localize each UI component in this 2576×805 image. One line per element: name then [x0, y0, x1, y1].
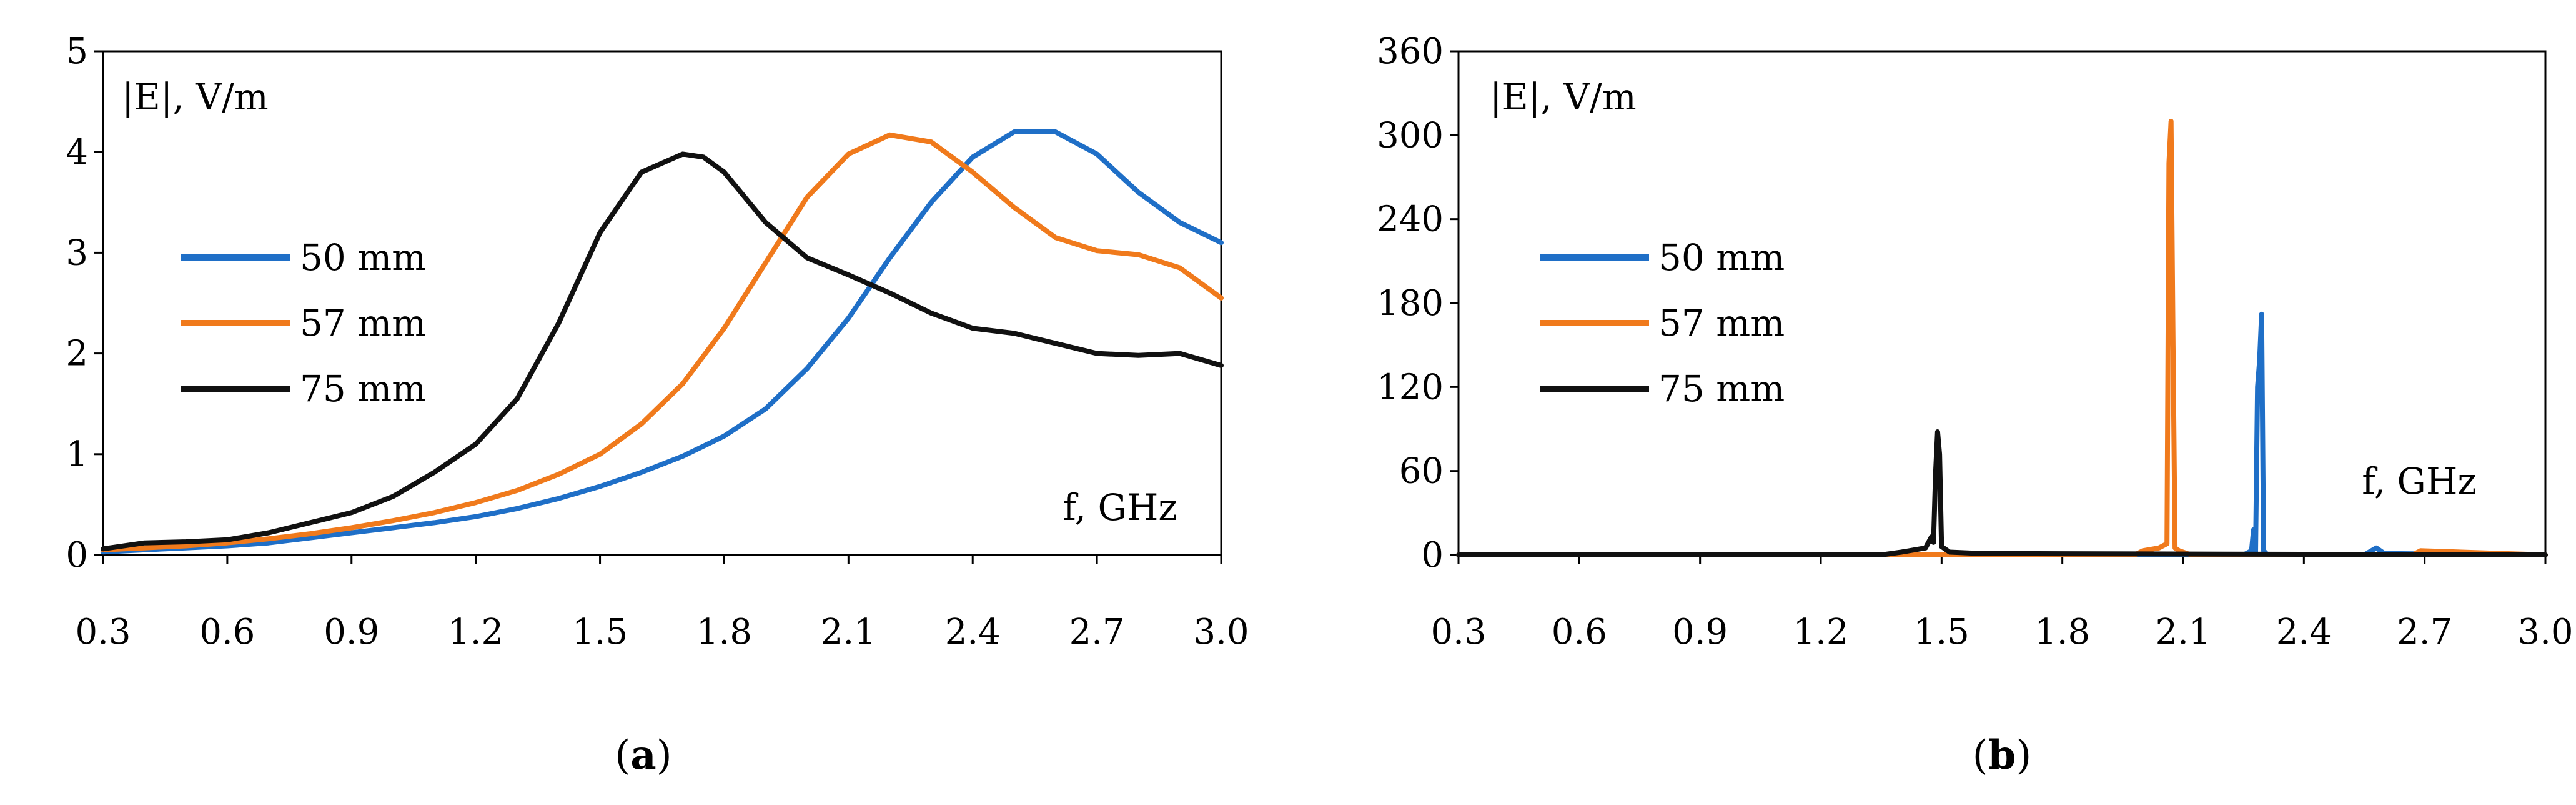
legend-label: 50 mm [300, 236, 426, 279]
x-axis-label: f, GHz [2362, 460, 2477, 502]
x-tick-label: 0.9 [1672, 612, 1728, 652]
series-line-57-mm [101, 132, 1224, 552]
caption-close: ) [656, 732, 672, 779]
y-tick-label: 300 [1377, 115, 1444, 156]
x-tick-label: 0.6 [1552, 612, 1607, 652]
y-tick-label: 180 [1377, 283, 1444, 324]
x-tick-label: 1.8 [696, 612, 752, 652]
x-tick-label: 2.1 [821, 612, 876, 652]
panel-caption: (b) [1973, 732, 2032, 779]
caption-letter: a [630, 732, 656, 779]
chart-a: 0 1 2 3 4 5 0.3 0.6 0.9 1.2 1.5 1.8 2.1 2.4 2.7 3.0 |E|,… [66, 31, 1249, 779]
y-tick-label: 5 [66, 31, 88, 72]
plot-frame [102, 50, 1222, 556]
chart-b: 0 60 120 180 240 300 360 0.3 0.6 0.9 1.2 1.5 1.8 2.1 2… [1377, 31, 2573, 779]
y-tick-label: 3 [66, 232, 88, 273]
x-tick-label: 1.5 [572, 612, 628, 652]
x-tick-label: 0.6 [199, 612, 255, 652]
y-tick-label: 360 [1377, 31, 1444, 72]
legend-label: 75 mm [300, 368, 426, 410]
x-tick-label: 0.3 [1430, 612, 1486, 652]
legend-label: 75 mm [1658, 368, 1785, 410]
series-line-75-mm [101, 151, 1224, 552]
caption-open: ( [1973, 732, 1988, 779]
series-line-50-mm [101, 129, 1224, 555]
y-tick-label: 0 [66, 535, 88, 576]
y-axis-label: |E|, V/m [1490, 76, 1637, 118]
x-tick-label: 0.3 [75, 612, 131, 652]
y-tick-label: 120 [1377, 367, 1444, 408]
y-tick-label: 240 [1377, 199, 1444, 240]
x-tick-label: 2.4 [2276, 612, 2332, 652]
legend-label: 57 mm [300, 302, 426, 344]
x-axis-label: f, GHz [1063, 486, 1177, 529]
y-axis-label: |E|, V/m [122, 76, 269, 118]
caption-letter: b [1988, 732, 2016, 779]
y-tick-label: 60 [1399, 451, 1444, 492]
legend-label: 50 mm [1658, 236, 1785, 279]
x-tick-label: 2.1 [2155, 612, 2211, 652]
caption-close: ) [2016, 732, 2031, 779]
x-tick-label: 0.9 [324, 612, 379, 652]
panel-caption: (a) [615, 732, 671, 779]
x-tick-label: 1.2 [448, 612, 503, 652]
y-tick-label: 4 [66, 132, 88, 172]
legend-label: 57 mm [1658, 302, 1785, 344]
x-tick-label: 1.8 [2034, 612, 2090, 652]
x-tick-label: 3.0 [2517, 612, 2573, 652]
caption-open: ( [615, 732, 630, 779]
y-tick-label: 1 [66, 434, 88, 475]
x-tick-label: 2.7 [2397, 612, 2452, 652]
x-tick-label: 1.5 [1914, 612, 1969, 652]
y-tick-label: 2 [66, 334, 88, 374]
x-tick-label: 2.4 [945, 612, 1001, 652]
x-tick-label: 2.7 [1069, 612, 1125, 652]
y-tick-label: 0 [1421, 535, 1444, 576]
series-line-75-mm [1456, 429, 2548, 558]
x-tick-label: 1.2 [1793, 612, 1848, 652]
x-tick-label: 3.0 [1193, 612, 1249, 652]
series-line-50-mm [1456, 311, 2548, 558]
